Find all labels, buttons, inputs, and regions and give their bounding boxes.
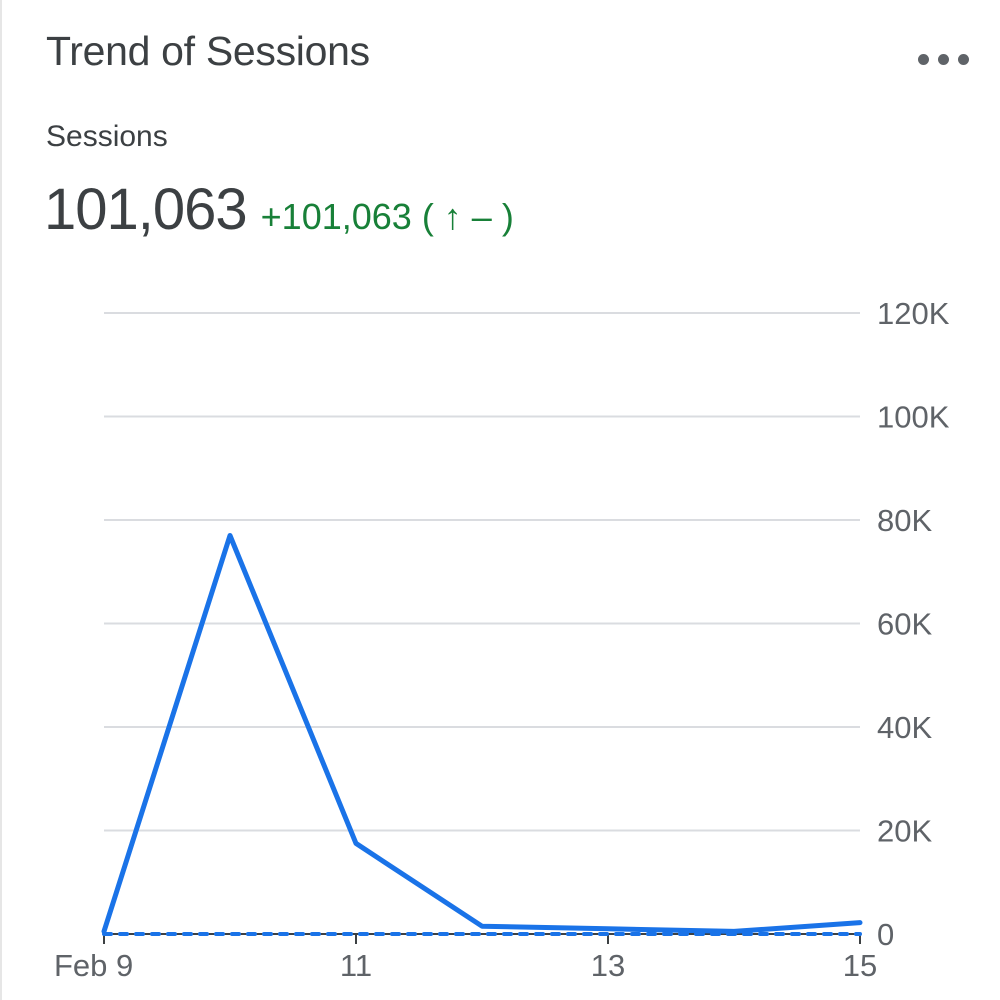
x-tick-label: Feb 9 <box>54 948 133 983</box>
x-tick-label: 15 <box>843 948 877 983</box>
x-tick-label: 13 <box>591 948 625 983</box>
more-horiz-icon-dot <box>938 54 949 65</box>
grid-lines <box>104 312 860 935</box>
y-tick-label: 100K <box>877 400 950 435</box>
more-horiz-icon <box>918 54 929 65</box>
series-lines <box>101 533 863 936</box>
more-options-button[interactable] <box>912 44 976 76</box>
y-tick-label: 80K <box>877 503 932 538</box>
metric-label: Sessions <box>46 120 168 153</box>
metric-summary: 101,063 +101,063 ( ↑ – ) <box>44 176 514 243</box>
metric-value: 101,063 <box>44 177 248 242</box>
y-tick-label: 0 <box>877 917 894 952</box>
y-tick-label: 60K <box>877 607 932 642</box>
card-border <box>0 0 2 1000</box>
y-tick-label: 40K <box>877 710 932 745</box>
x-axis-ticks: Feb 9 11 13 15 <box>54 934 877 983</box>
metric-delta: +101,063 ( ↑ – ) <box>260 196 514 237</box>
card-title: Trend of Sessions <box>46 28 370 74</box>
y-axis-ticks: 0 20K 40K 60K 80K 100K 120K <box>877 296 950 952</box>
more-horiz-icon-dot <box>958 54 969 65</box>
series-line-sessions <box>101 533 863 934</box>
y-tick-label: 120K <box>877 296 950 331</box>
y-tick-label: 20K <box>877 814 932 849</box>
x-tick-label: 11 <box>340 948 372 983</box>
